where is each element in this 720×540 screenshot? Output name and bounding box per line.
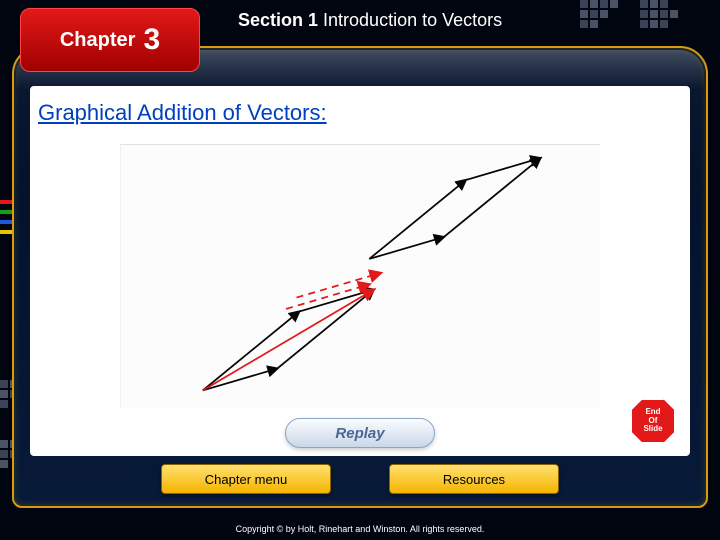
- replay-label: Replay: [335, 425, 384, 442]
- replay-button[interactable]: Replay: [285, 418, 435, 448]
- vector-diagram: [120, 144, 600, 408]
- slide-heading: Graphical Addition of Vectors:: [30, 86, 690, 134]
- resources-button[interactable]: Resources: [389, 464, 559, 494]
- slide-panel: Graphical Addition of Vectors: Replay: [30, 86, 690, 456]
- chapter-number: 3: [143, 23, 160, 57]
- chapter-badge[interactable]: Chapter 3: [20, 8, 200, 72]
- section-title: Section 1 Introduction to Vectors: [238, 10, 502, 31]
- chapter-menu-button[interactable]: Chapter menu: [161, 464, 331, 494]
- bottom-nav: Chapter menu Resources: [14, 464, 706, 498]
- content-frame: Graphical Addition of Vectors: Replay En…: [12, 46, 708, 508]
- chapter-label: Chapter: [60, 29, 136, 52]
- end-of-slide-button[interactable]: End Of Slide: [630, 398, 676, 444]
- copyright: Copyright © by Holt, Rinehart and Winsto…: [0, 524, 720, 534]
